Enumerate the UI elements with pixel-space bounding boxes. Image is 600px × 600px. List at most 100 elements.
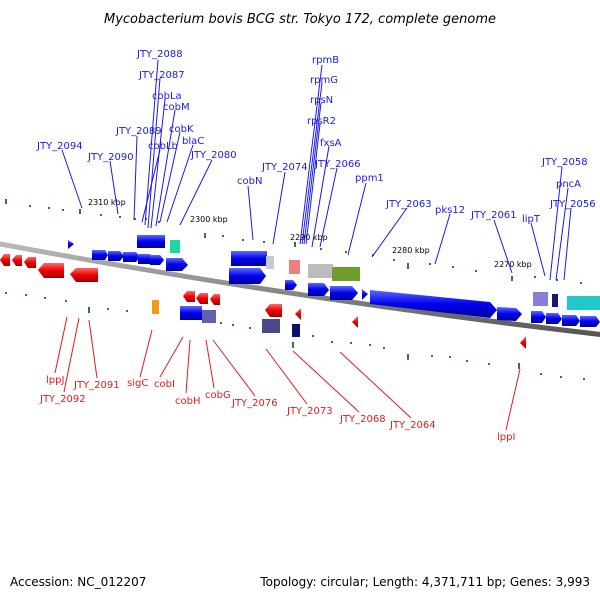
gene-feature-fwd [552,294,558,307]
gene-feature-fwd [92,250,108,260]
scale-labels: 2310 kbp 2300 kbp 2290 kbp 2280 kbp 2270… [88,198,532,269]
gene-label-jty2064: JTY_2064 [389,420,436,431]
gene-label-cobk: cobK [169,124,194,135]
reverse-label-lines [54,316,521,431]
gene-label-cobh: cobH [175,396,200,407]
gene-label-fxsa: fxsA [320,138,342,149]
gene-label-jty2089: JTY_2089 [115,126,162,137]
gene-label-cobla: cobLa [152,91,182,102]
gene-feature-rev [0,254,10,266]
gene-label-jty2080: JTY_2080 [190,150,237,161]
gene-label-jty2068: JTY_2068 [339,414,386,425]
gene-feature-rev [12,255,22,266]
genome-backbone [0,241,600,337]
scale-label-2290: 2290 kbp [290,233,328,242]
gene-feature-fwd [546,313,562,324]
gene-label-rpmb: rpmB [312,55,339,66]
inner-scale-ring [5,292,585,380]
gene-label-sigc: sigC [127,378,148,389]
gene-feature-rev [352,316,358,328]
gene-feature-fwd [362,289,368,300]
gene-feature-fwd [562,315,580,326]
gene-feature-fwd [229,268,266,284]
map-title: Mycobacterium bovis BCG str. Tokyo 172, … [104,12,496,27]
gene-label-rpmg: rpmG [310,75,338,86]
gene-feature-fwd [123,252,140,262]
forward-label-lines [61,59,572,281]
gene-feature-fwd [150,255,164,265]
gene-feature-rev [196,293,208,304]
gene-feature-rev [202,310,216,323]
gene-feature-rev [520,336,526,349]
gene-feature-fwd [533,292,548,306]
gene-label-jty2091: JTY_2091 [73,380,120,391]
gene-feature-rev [210,294,220,305]
gene-feature-fwd [170,240,180,253]
gene-feature-fwd [108,251,124,261]
gene-label-jty2094: JTY_2094 [36,141,83,152]
scale-label-2300: 2300 kbp [190,215,228,224]
gene-label-jty2056: JTY_2056 [549,199,596,210]
gene-label-cobg: cobG [205,390,231,401]
gene-feature-fwd [166,258,188,271]
gene-label-lppi: lppI [497,432,515,443]
gene-label-ppm1: ppm1 [355,173,384,184]
gene-label-jty2061: JTY_2061 [470,210,517,221]
gene-feature-fwd [68,240,74,249]
gene-label-jty2076: JTY_2076 [231,398,278,409]
gene-label-coblb: cobLb [148,141,178,152]
gene-label-jty2092: JTY_2092 [39,394,86,405]
reverse-genes [0,254,526,349]
gene-label-blac: blaC [182,136,204,147]
gene-label-jty2087: JTY_2087 [138,70,185,81]
gene-label-cobn: cobN [237,176,262,187]
scale-label-2310: 2310 kbp [88,198,126,207]
gene-feature-fwd [308,264,333,278]
gene-feature-fwd [308,283,329,296]
gene-label-lipt: lipT [522,214,541,225]
gene-label-jty2090: JTY_2090 [87,152,134,163]
gene-feature-fwd [330,286,358,300]
gene-feature-rev [292,324,300,337]
gene-label-lppj: lppJ [46,375,64,386]
scale-label-2280: 2280 kbp [392,246,430,255]
scale-label-2270: 2270 kbp [494,260,532,269]
accession-text: Accession: NC_012207 [10,575,146,589]
gene-feature-fwd [531,311,546,323]
gene-feature-rev [183,291,195,302]
gene-label-jty2058: JTY_2058 [541,157,588,168]
gene-feature-rev [262,319,280,333]
gene-feature-rev [265,304,282,317]
gene-label-rpsn: rpsN [310,95,333,106]
reverse-labels: lppJ JTY_2092 JTY_2091 sigC cobI cobH co… [39,375,515,443]
gene-label-jty2073: JTY_2073 [286,406,333,417]
outer-scale-ring [5,199,582,284]
gene-feature-fwd [231,251,267,266]
gene-feature-rev [152,300,159,314]
gene-label-rpsr2: rpsR2 [307,116,336,127]
gene-feature-rev [180,306,202,320]
gene-label-pnca: pncA [556,179,581,190]
gene-label-cobi: cobI [154,379,175,390]
forward-labels: JTY_2088 JTY_2087 cobLa cobM JTY_2089 co… [36,49,596,225]
gene-feature-fwd [370,290,497,318]
gene-feature-rev [295,308,301,320]
gene-label-pks12: pks12 [435,205,465,216]
gene-feature-fwd [285,280,297,290]
gene-feature-rev [70,268,98,282]
topology-summary-text: Topology: circular; Length: 4,371,711 bp… [259,575,590,589]
gene-feature-fwd [266,256,274,269]
gene-label-jty2066: JTY_2066 [314,159,361,170]
gene-feature-fwd [497,307,522,321]
gene-label-cobm: cobM [163,102,190,113]
gene-label-jty2088: JTY_2088 [136,49,183,60]
gene-label-jty2063: JTY_2063 [385,199,432,210]
forward-genes [68,235,600,327]
gene-feature-rev [24,257,36,268]
gene-feature-fwd [332,267,360,281]
gene-feature-rev [38,263,64,278]
gene-feature-fwd [289,260,300,274]
gene-label-jty2074: JTY_2074 [261,162,308,173]
gene-feature-fwd [137,235,165,248]
